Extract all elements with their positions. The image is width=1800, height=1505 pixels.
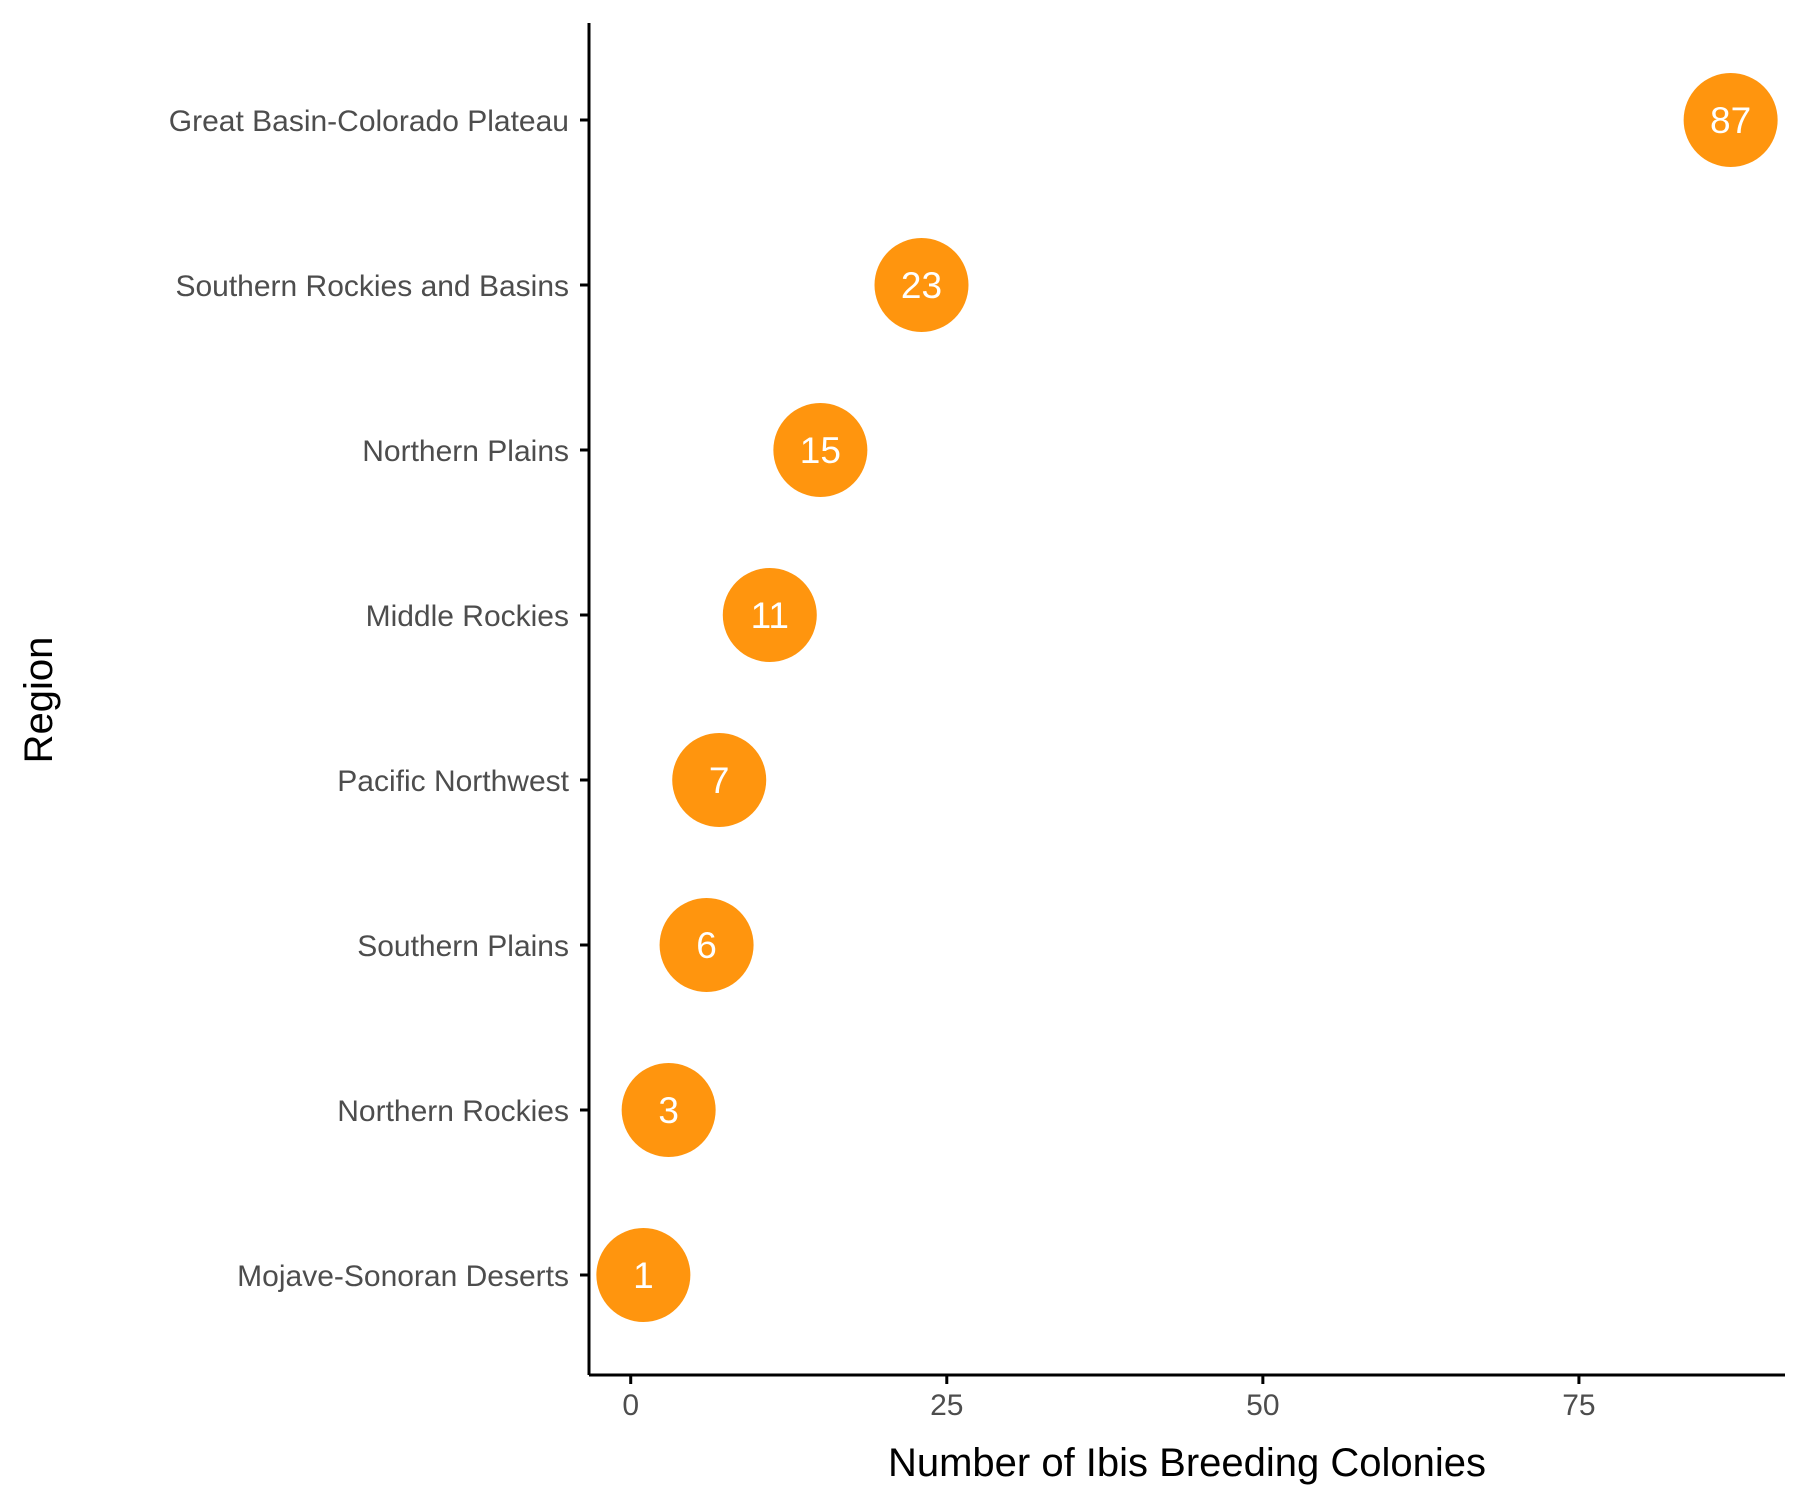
y-axis-ticks: Great Basin-Colorado Plateau Southern Roc…	[169, 105, 589, 1293]
data-point-label: 6	[696, 925, 717, 966]
y-tick-label: Northern Plains	[362, 435, 569, 468]
x-tick-label: 25	[930, 1389, 963, 1422]
x-axis-ticks: 0 25 50 75	[622, 1375, 1596, 1422]
data-point	[1683, 73, 1778, 167]
y-tick-label: Great Basin-Colorado Plateau	[169, 105, 569, 138]
y-tick-label: Mojave-Sonoran Deserts	[237, 1260, 569, 1293]
data-point-label: 1	[633, 1255, 654, 1296]
data-point	[722, 568, 817, 662]
data-point-label: 15	[800, 430, 841, 471]
x-axis-title: Number of Ibis Breeding Colonies	[888, 1441, 1486, 1485]
data-point-label: 87	[1710, 100, 1751, 141]
data-point-label: 7	[709, 760, 730, 801]
points-layer: 87 23 15 11 7 6 3 1	[596, 73, 1778, 1322]
data-point	[621, 1063, 716, 1157]
x-tick-label: 50	[1246, 1389, 1279, 1422]
data-point	[596, 1228, 691, 1322]
data-point	[659, 898, 754, 992]
y-axis-title: Region	[17, 637, 61, 764]
data-point-label: 3	[658, 1090, 679, 1131]
y-tick-label: Southern Plains	[357, 930, 569, 963]
y-tick-label: Southern Rockies and Basins	[175, 270, 569, 303]
x-tick-label: 75	[1562, 1389, 1595, 1422]
data-point	[672, 733, 767, 827]
y-tick-label: Northern Rockies	[337, 1095, 569, 1128]
y-tick-label: Pacific Northwest	[337, 765, 569, 798]
y-tick-label: Middle Rockies	[366, 600, 569, 633]
data-point	[773, 403, 868, 497]
x-tick-label: 0	[622, 1389, 639, 1422]
data-point-label: 11	[751, 595, 789, 636]
data-point	[874, 238, 969, 332]
data-point-label: 23	[901, 265, 942, 306]
